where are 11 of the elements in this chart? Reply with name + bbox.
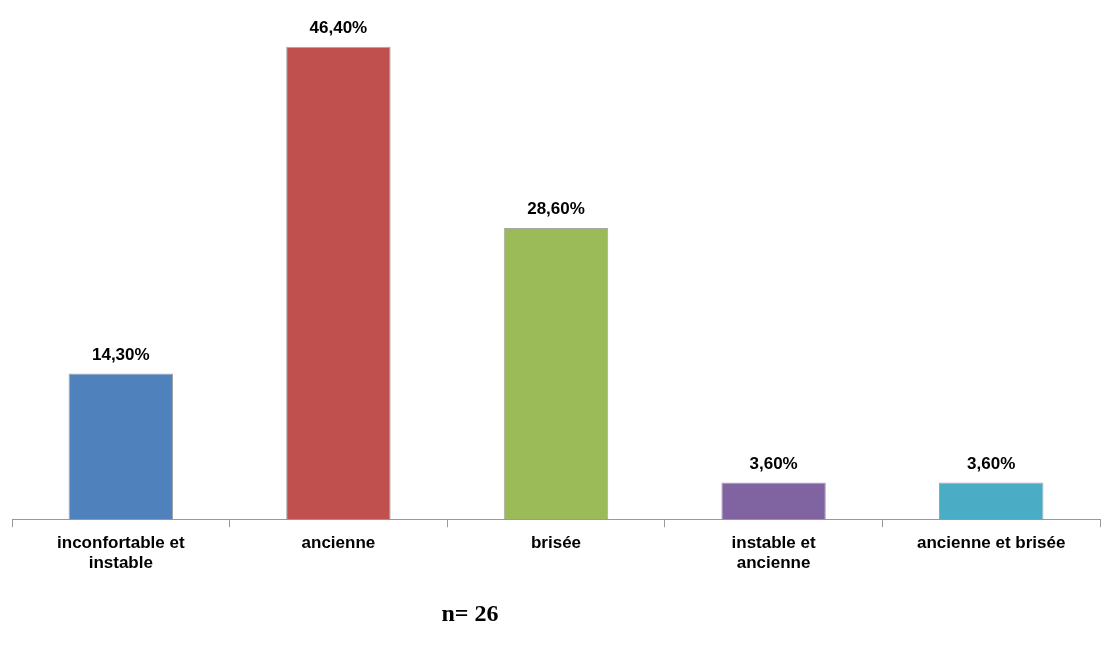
data-label: 3,60% <box>749 453 798 473</box>
x-tick-label: ancienne <box>301 533 376 553</box>
data-label: 14,30% <box>91 344 150 364</box>
x-tick-label: ancienne et brisée <box>917 533 1066 553</box>
data-label: 3,60% <box>967 453 1016 473</box>
x-tick-label: inconfortable et instable <box>57 533 185 573</box>
x-tick-label: brisée <box>530 533 582 553</box>
x-tick-label: instable et ancienne <box>731 533 816 573</box>
data-label: 28,60% <box>527 199 585 219</box>
text: n= 26 <box>440 600 500 627</box>
data-label: 46,40% <box>309 17 368 37</box>
